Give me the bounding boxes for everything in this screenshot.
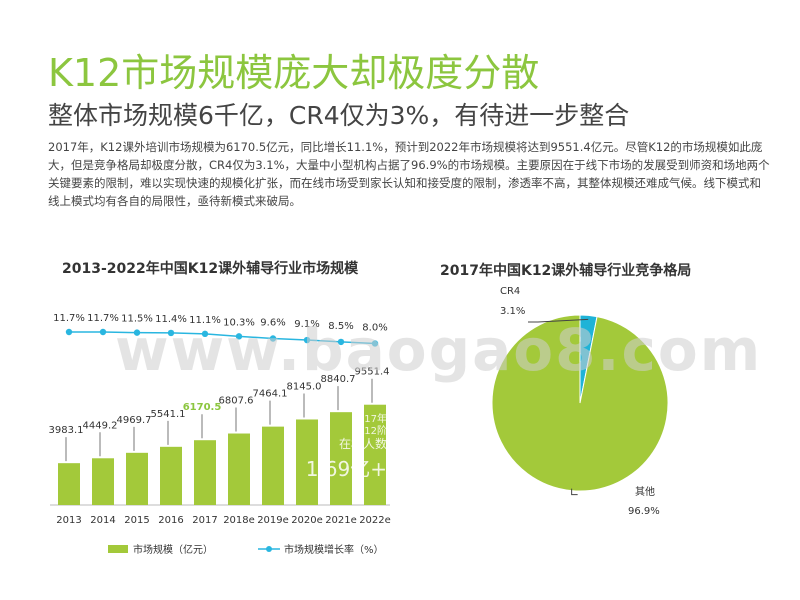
growth-rate-label: 11.4%	[155, 314, 187, 325]
growth-rate-label: 11.7%	[87, 313, 119, 324]
bar-annotation: 1.69亿+	[306, 457, 387, 481]
pie-leader-line	[571, 488, 578, 496]
bar	[58, 463, 80, 505]
pie-value-label: 96.9%	[628, 506, 660, 517]
x-tick-label: 2022e	[359, 515, 391, 526]
growth-rate-label: 10.3%	[223, 317, 255, 328]
growth-rate-point	[303, 336, 311, 344]
page-title: K12市场规模庞大却极度分散	[48, 51, 540, 95]
growth-rate-label: 9.6%	[260, 318, 285, 329]
bar-value-label: 3983.1	[49, 425, 84, 436]
bar-value-label: 6807.6	[219, 396, 254, 407]
page-subtitle: 整体市场规模6千亿，CR4仅为3%，有待进一步整合	[48, 101, 630, 130]
bar-chart-title: 2013-2022年中国K12课外辅导行业市场规模	[62, 261, 359, 277]
bar-value-label: 9551.4	[355, 367, 390, 378]
bar-value-label: 6170.5	[183, 402, 222, 413]
growth-rate-point	[65, 328, 73, 336]
x-tick-label: 2013	[56, 515, 81, 526]
bar-value-label: 7464.1	[253, 389, 288, 400]
watermark: www.baogao8.com	[115, 316, 763, 384]
bar-value-label: 4449.2	[83, 420, 118, 431]
bar-value-label: 4969.7	[117, 415, 152, 426]
growth-rate-point	[235, 333, 243, 340]
growth-rate-point	[201, 330, 209, 338]
growth-rate-label: 11.7%	[53, 313, 85, 324]
x-tick-label: 2014	[90, 515, 115, 526]
bar-value-label: 5541.1	[151, 409, 186, 420]
bar	[228, 433, 250, 505]
growth-rate-line	[69, 331, 376, 345]
growth-rate-point	[133, 329, 141, 336]
growth-rate-label: 8.5%	[328, 321, 353, 332]
bar-annotation: K12阶	[358, 424, 387, 437]
bar	[262, 426, 284, 505]
summary-paragraph: 2017年，K12课外培训市场规模为6170.5亿元，同比增长11.1%，预计到…	[48, 140, 770, 208]
x-tick-label: 2016	[158, 515, 183, 526]
bar-annotation: 17年	[364, 412, 387, 425]
bar	[330, 412, 352, 505]
growth-rate-label: 11.1%	[189, 315, 221, 326]
bar	[126, 452, 148, 505]
growth-rate-point	[99, 328, 107, 336]
growth-rate-point	[269, 335, 277, 342]
bar	[160, 446, 182, 505]
legend-label: 市场规模（亿元）	[133, 543, 213, 556]
x-tick-label: 2019e	[257, 515, 289, 526]
x-tick-label: 2020e	[291, 515, 323, 526]
x-tick-label: 2017	[192, 515, 217, 526]
bar	[194, 440, 216, 505]
legend-swatch-bar	[108, 545, 128, 553]
growth-rate-label: 11.5%	[121, 314, 153, 325]
market-size-chart: 3983.1 2013 4449.2 2014 4969.7 2015 5541.1 2016…	[49, 313, 391, 556]
x-tick-label: 2015	[124, 515, 149, 526]
pie-chart-title: 2017年中国K12课外辅导行业竞争格局	[440, 263, 692, 279]
bar	[296, 419, 318, 505]
legend-swatch-point	[266, 546, 272, 552]
legend: 市场规模（亿元） 市场规模增长率（%）	[108, 543, 384, 556]
pie-label: 其他	[635, 485, 655, 498]
bar-value-label: 8840.7	[321, 374, 356, 385]
x-tick-label: 2018e	[223, 515, 255, 526]
growth-rate-label: 8.0%	[362, 322, 387, 333]
growth-rate-point	[371, 340, 379, 347]
pie-value-label: 3.1%	[500, 306, 525, 317]
growth-rate-point	[337, 338, 345, 346]
bar-value-label: 8145.0	[287, 381, 322, 392]
legend-label: 市场规模增长率（%）	[284, 543, 384, 556]
pie-leader-line	[528, 318, 589, 323]
competition-pie-chart: CR4 3.1% 其他 96.9%	[491, 286, 669, 517]
x-tick-label: 2021e	[325, 515, 357, 526]
growth-rate-label: 9.1%	[294, 319, 319, 330]
bar	[92, 458, 114, 505]
pie-label: CR4	[500, 286, 520, 297]
bar	[364, 404, 386, 505]
bar-annotation: 在校人数	[339, 436, 387, 451]
growth-rate-point	[167, 329, 175, 337]
